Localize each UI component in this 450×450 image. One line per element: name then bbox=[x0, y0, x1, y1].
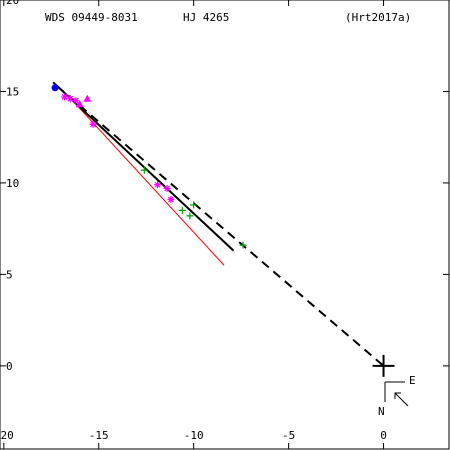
x-tick-label: -10 bbox=[184, 429, 204, 442]
wds-id-label: WDS 09449-8031 bbox=[45, 11, 138, 24]
y-tick-label: 15 bbox=[6, 85, 19, 98]
x-tick-label: -20 bbox=[0, 429, 14, 442]
asterisk-marker bbox=[61, 93, 69, 101]
y-tick-label: 0 bbox=[6, 360, 13, 373]
y-tick-label: 5 bbox=[6, 268, 13, 281]
compass-north-label: N bbox=[378, 405, 385, 418]
asterisk-marker bbox=[163, 184, 171, 192]
x-tick-label: 0 bbox=[380, 429, 387, 442]
y-tick-label: 10 bbox=[6, 177, 19, 190]
latest-observation-dot bbox=[51, 84, 59, 92]
reference-label: (Hrt2017a) bbox=[345, 11, 411, 24]
plus-marker bbox=[140, 166, 148, 174]
plus-marker bbox=[178, 206, 186, 214]
plus-marker bbox=[186, 212, 194, 220]
asterisk-marker bbox=[66, 95, 74, 103]
plus-marker bbox=[239, 241, 247, 249]
compass: E N bbox=[378, 374, 416, 418]
plus-marker bbox=[190, 201, 198, 209]
x-tick-label: -5 bbox=[282, 429, 295, 442]
orbit-lines bbox=[52, 81, 385, 367]
discoverer-label: HJ 4265 bbox=[183, 11, 229, 24]
compass-east-label: E bbox=[409, 374, 416, 387]
observation-points bbox=[51, 84, 247, 249]
y-axis-ticks: 20 15 10 5 0 bbox=[0, 0, 449, 373]
orbit-solid-line bbox=[52, 81, 235, 252]
linear-fit-line bbox=[75, 103, 225, 266]
motion-arrow-icon bbox=[394, 392, 409, 407]
primary-star-marker bbox=[372, 354, 395, 377]
orbit-dashed-line bbox=[56, 85, 385, 367]
asterisk-marker bbox=[167, 195, 175, 203]
primary-star-cross bbox=[372, 354, 395, 377]
triangle-marker bbox=[75, 100, 84, 108]
asterisk-marker bbox=[154, 181, 162, 189]
motion-arrowhead-icon bbox=[394, 392, 401, 399]
triangle-marker bbox=[83, 94, 92, 102]
x-tick-label: -15 bbox=[89, 429, 109, 442]
asterisk-marker bbox=[72, 97, 80, 105]
x-axis-ticks: -20 -15 -10 -5 0 bbox=[0, 0, 387, 449]
asterisk-marker bbox=[89, 120, 97, 128]
y-tick-label: 20 bbox=[6, 0, 19, 7]
